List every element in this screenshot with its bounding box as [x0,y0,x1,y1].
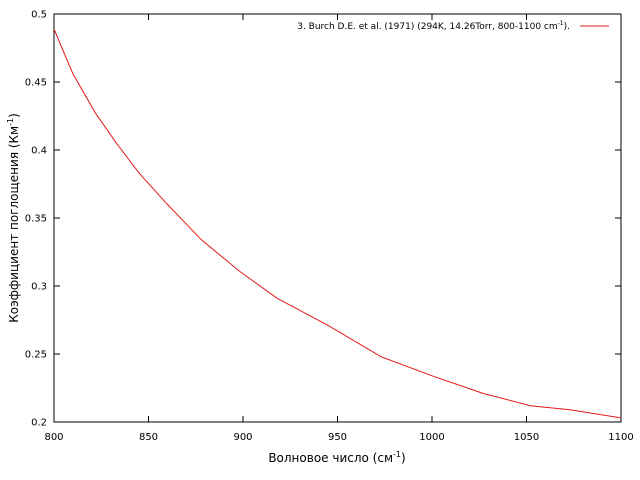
y-axis-label-text: Коэффициент поглощения (Км [7,126,21,323]
x-axis-label-sup: -1 [393,450,401,459]
x-axis-label: Волновое число (см-1) [268,450,405,465]
y-axis: 0.2 0.25 0.3 0.35 0.4 0.45 0.5 [25,10,621,429]
plot-frame [53,13,622,423]
y-axis-label-sup: -1 [6,118,15,126]
legend-entry-label: 3. Burch D.E. et al. (1971) (294K, 14.26… [297,20,570,32]
x-axis-label-text: Волновое число (см [268,451,393,465]
x-tick-label: 1100 [608,432,633,443]
series-line-0 [53,28,622,419]
legend: 3. Burch D.E. et al. (1971) (294K, 14.26… [297,20,609,32]
series-layer [53,28,622,419]
y-axis-label-end: ) [7,113,21,118]
x-tick-label: 850 [139,432,158,443]
y-tick-label: 0.45 [25,78,47,89]
y-tick-label: 0.25 [25,350,47,361]
y-tick-label: 0.2 [31,418,47,429]
y-tick-label: 0.35 [25,214,47,225]
legend-sup: -1 [558,20,564,27]
x-axis: 800 850 900 950 1000 1050 1100 [44,14,634,443]
x-tick-label: 800 [44,432,63,443]
x-tick-label: 1000 [419,432,444,443]
legend-name: 3. Burch D.E. et al. (1971) (294K, 14.26… [297,22,557,32]
x-tick-label: 1050 [514,432,539,443]
y-tick-label: 0.4 [31,146,47,157]
y-tick-label: 0.3 [31,282,47,293]
x-tick-label: 950 [328,432,347,443]
y-tick-label: 0.5 [31,10,47,21]
y-axis-label: Коэффициент поглощения (Км-1) [6,113,21,323]
x-axis-label-end: ) [401,451,406,465]
x-tick-label: 900 [233,432,252,443]
legend-end: ). [564,22,570,32]
